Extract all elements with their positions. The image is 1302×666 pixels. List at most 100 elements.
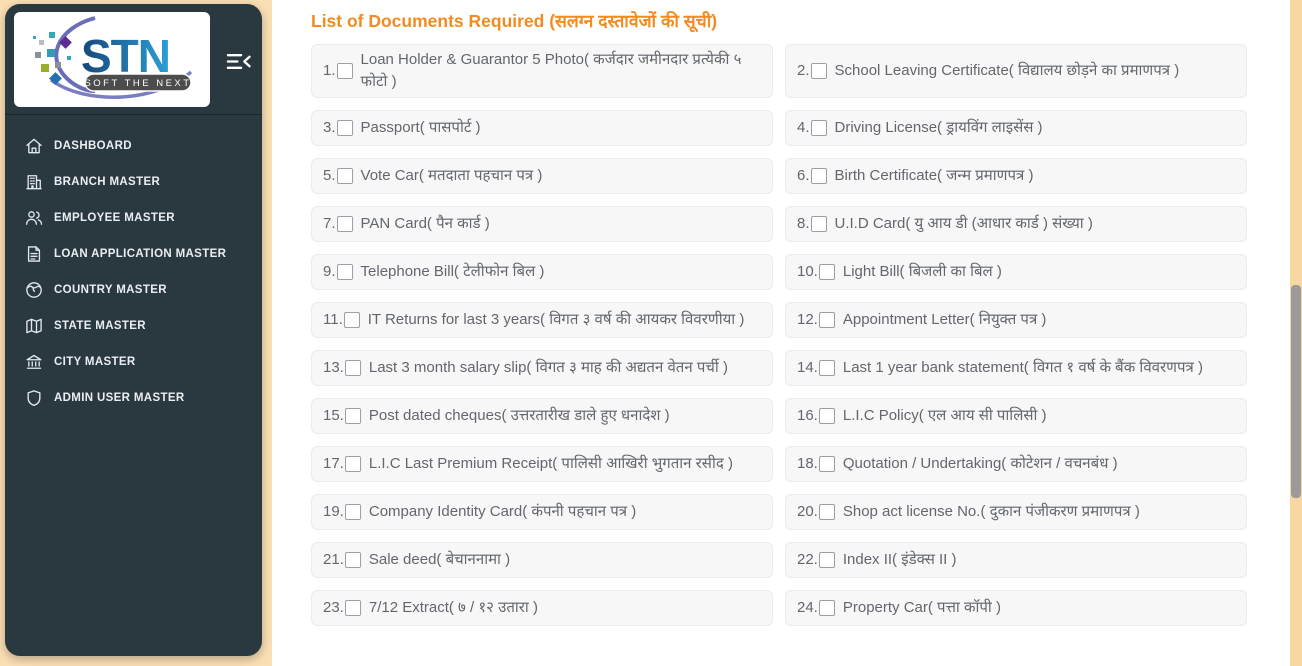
document-checkbox[interactable]	[344, 455, 361, 472]
document-item: 19. Company Identity Card( कंपनी पहचान पत…	[311, 493, 773, 530]
document-item: 7. PAN Card( पैन कार्ड )	[311, 205, 773, 242]
document-item: 2. School Leaving Certificate( विद्यालय छ…	[785, 44, 1247, 98]
document-number: 12.	[797, 311, 818, 328]
document-number: 22.	[797, 551, 818, 568]
document-checkbox[interactable]	[810, 215, 827, 232]
sidebar-item-label: BRANCH MASTER	[54, 176, 161, 188]
sidebar-item-label: LOAN APPLICATION MASTER	[54, 248, 227, 260]
document-checkbox[interactable]	[818, 551, 835, 568]
document-label: Vote Car( मतदाता पहचान पत्र )	[360, 166, 543, 184]
document-item: 13. Last 3 month salary slip( विगत ३ माह …	[311, 349, 773, 386]
document-checkbox[interactable]	[818, 359, 835, 376]
document-checkbox[interactable]	[344, 551, 361, 568]
sidebar-item-branch-master[interactable]: BRANCH MASTER	[5, 164, 262, 200]
document-number: 3.	[323, 119, 336, 136]
document-label: Index II( इंडेक्स II )	[842, 550, 957, 568]
sidebar-item-city-master[interactable]: CITY MASTER	[5, 344, 262, 380]
document-checkbox[interactable]	[336, 119, 353, 136]
document-number: 2.	[797, 62, 810, 80]
document-label: Last 1 year bank statement( विगत १ वर्ष …	[842, 358, 1203, 376]
sidebar-item-label: EMPLOYEE MASTER	[54, 212, 175, 224]
document-checkbox[interactable]	[343, 311, 360, 328]
main-content: List of Documents Required (सलग्न दस्ताव…	[272, 0, 1290, 666]
sidebar-item-label: ADMIN USER MASTER	[54, 392, 185, 404]
document-item: 15. Post dated cheques( उत्तरतारीख डाले ह…	[311, 397, 773, 434]
document-label: Post dated cheques( उत्तरतारीख डाले हुए …	[368, 406, 670, 424]
document-number: 13.	[323, 359, 344, 376]
sidebar-toggle-button[interactable]	[224, 48, 254, 74]
sidebar-item-label: COUNTRY MASTER	[54, 284, 167, 296]
document-label: Last 3 month salary slip( विगत ३ माह की …	[368, 358, 728, 376]
sidebar-item-employee-master[interactable]: EMPLOYEE MASTER	[5, 200, 262, 236]
document-label: 7/12 Extract( ७ / १२ उतारा )	[368, 598, 538, 616]
document-checkbox[interactable]	[818, 263, 835, 280]
document-checkbox[interactable]	[818, 455, 835, 472]
map-icon	[24, 316, 44, 336]
globe-icon	[24, 280, 44, 300]
document-checkbox[interactable]	[344, 407, 361, 424]
document-label: Birth Certificate( जन्म प्रमाणपत्र )	[834, 166, 1034, 184]
document-checkbox[interactable]	[336, 62, 353, 79]
document-item: 1. Loan Holder & Guarantor 5 Photo( कर्जद…	[311, 44, 773, 98]
sidebar-item-label: CITY MASTER	[54, 356, 136, 368]
document-item: 12. Appointment Letter( नियुक्त पत्र )	[785, 301, 1247, 338]
sidebar-item-dashboard[interactable]: DASHBOARD	[5, 128, 262, 164]
menu-collapse-icon	[226, 53, 251, 69]
document-number: 10.	[797, 263, 818, 280]
document-number: 4.	[797, 119, 810, 136]
document-item: 23. 7/12 Extract( ७ / १२ उतारा )	[311, 589, 773, 626]
document-item: 17. L.I.C Last Premium Receipt( पालिसी आख…	[311, 445, 773, 482]
sidebar-item-state-master[interactable]: STATE MASTER	[5, 308, 262, 344]
document-number: 20.	[797, 503, 818, 520]
document-number: 7.	[323, 215, 336, 232]
sidebar-item-label: DASHBOARD	[54, 140, 132, 152]
document-checkbox[interactable]	[818, 503, 835, 520]
branch-icon	[24, 172, 44, 192]
document-checkbox[interactable]	[336, 215, 353, 232]
document-item: 8. U.I.D Card( यु आय डी (आधार कार्ड ) संख…	[785, 205, 1247, 242]
sidebar-item-label: STATE MASTER	[54, 320, 146, 332]
home-icon	[24, 136, 44, 156]
document-checkbox[interactable]	[810, 119, 827, 136]
sidebar-item-country-master[interactable]: COUNTRY MASTER	[5, 272, 262, 308]
document-number: 23.	[323, 599, 344, 616]
stn-logo: STN SOFT THE NEXT	[14, 12, 210, 107]
document-label: School Leaving Certificate( विद्यालय छोड…	[834, 61, 1180, 79]
document-checkbox[interactable]	[336, 263, 353, 280]
document-checkbox[interactable]	[810, 167, 827, 184]
page-scrollbar[interactable]	[1290, 0, 1302, 666]
page-title: List of Documents Required (सलग्न दस्ताव…	[311, 11, 718, 31]
document-checkbox[interactable]	[336, 167, 353, 184]
document-number: 8.	[797, 215, 810, 232]
document-label: PAN Card( पैन कार्ड )	[360, 214, 490, 232]
document-checkbox[interactable]	[818, 599, 835, 616]
sidebar-item-loan-application-master[interactable]: LOAN APPLICATION MASTER	[5, 236, 262, 272]
sidebar-header: STN SOFT THE NEXT	[5, 4, 262, 115]
document-label: Property Car( पत्ता कॉपी )	[842, 598, 1001, 616]
document-label: Loan Holder & Guarantor 5 Photo( कर्जदार…	[360, 51, 742, 90]
sidebar-item-admin-user-master[interactable]: ADMIN USER MASTER	[5, 380, 262, 416]
document-label: Light Bill( बिजली का बिल )	[842, 262, 1002, 280]
document-checkbox[interactable]	[344, 359, 361, 376]
document-item: 6. Birth Certificate( जन्म प्रमाणपत्र )	[785, 157, 1247, 194]
document-label: Company Identity Card( कंपनी पहचान पत्र …	[368, 502, 637, 520]
document-label: Shop act license No.( दुकान पंजीकरण प्रम…	[842, 502, 1140, 520]
document-checkbox[interactable]	[344, 503, 361, 520]
document-checkbox[interactable]	[818, 407, 835, 424]
document-item: 11. IT Returns for last 3 years( विगत ३ व…	[311, 301, 773, 338]
document-label: Driving License( ड्रायविंग लाइसेंस )	[834, 118, 1043, 136]
document-checkbox[interactable]	[810, 62, 827, 79]
document-label: Passport( पासपोर्ट )	[360, 118, 481, 136]
employees-icon	[24, 208, 44, 228]
document-number: 21.	[323, 551, 344, 568]
document-item: 24. Property Car( पत्ता कॉपी )	[785, 589, 1247, 626]
document-item: 21. Sale deed( बेचाननामा )	[311, 541, 773, 578]
document-checkbox[interactable]	[344, 599, 361, 616]
document-checkbox[interactable]	[818, 311, 835, 328]
document-item: 20. Shop act license No.( दुकान पंजीकरण प…	[785, 493, 1247, 530]
document-label: L.I.C Policy( एल आय सी पालिसी )	[842, 406, 1047, 424]
scrollbar-thumb[interactable]	[1291, 285, 1301, 498]
document-label: Telephone Bill( टेलीफोन बिल )	[360, 262, 545, 280]
logo-tagline: SOFT THE NEXT	[84, 78, 191, 89]
document-item: 5. Vote Car( मतदाता पहचान पत्र )	[311, 157, 773, 194]
